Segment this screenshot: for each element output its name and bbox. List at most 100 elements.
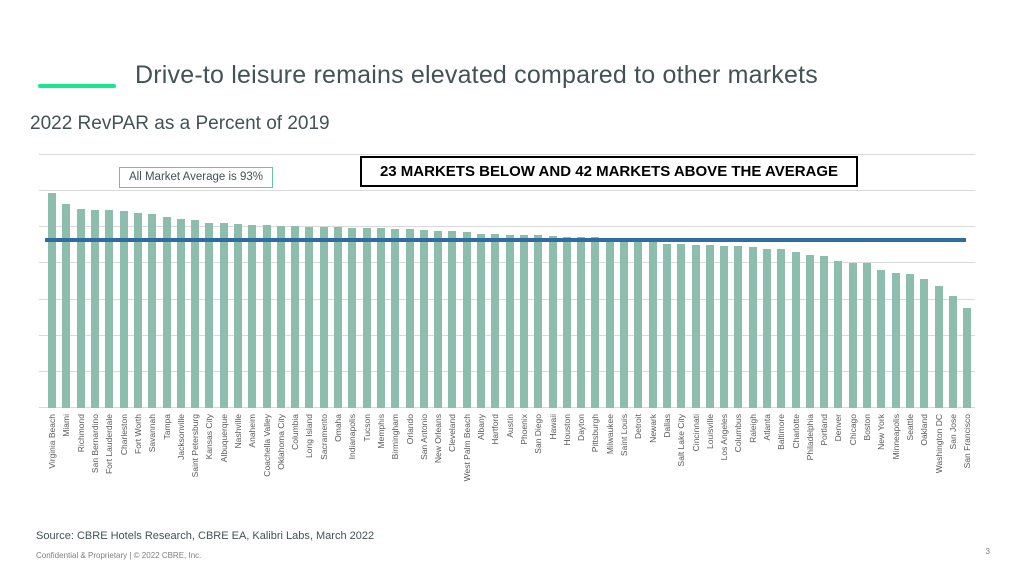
bar-cell: Oklahoma City	[274, 155, 288, 470]
x-axis-label-zone: Saint Louis	[617, 408, 631, 526]
bar	[505, 234, 514, 408]
bar	[519, 235, 528, 408]
x-axis-label-zone: New York	[874, 408, 888, 526]
x-axis-label: Saint Petersburg	[190, 414, 201, 478]
bar	[76, 209, 85, 408]
slide-title: Drive-to leisure remains elevated compar…	[135, 61, 818, 89]
bar-cell: Tampa	[159, 155, 173, 440]
bar	[648, 240, 657, 408]
x-axis-label: San Jose	[947, 414, 958, 450]
x-axis-label: Newark	[647, 414, 658, 443]
x-axis-label: Los Angeles	[719, 414, 730, 461]
bar-cell: Miami	[59, 155, 73, 437]
x-axis-label: San Antonio	[418, 414, 429, 460]
bar-cell: Omaha	[331, 155, 345, 442]
bar	[362, 228, 371, 408]
bar	[191, 220, 200, 408]
bar-cell: Portland	[817, 155, 831, 446]
bar-cell: Albuquerque	[217, 155, 231, 462]
x-axis-label-zone: Nashville	[231, 408, 245, 526]
x-axis-label: Miami	[61, 414, 72, 437]
bar-cell: Cincinnati	[688, 155, 702, 451]
bar-cell: Cleveland	[445, 155, 459, 452]
bar	[534, 235, 543, 408]
x-axis-label: Tampa	[161, 414, 172, 440]
bar	[734, 246, 743, 408]
x-axis-label-zone: Tampa	[159, 408, 173, 526]
bar	[376, 228, 385, 408]
bar	[462, 231, 471, 408]
bar-cell: West Palm Beach	[460, 155, 474, 481]
x-axis-label-zone: Fort Lauderdale	[102, 408, 116, 526]
x-axis-label: Baltimore	[776, 414, 787, 450]
bar-cell: Austin	[503, 155, 517, 438]
x-axis-label-zone: Miami	[59, 408, 73, 526]
chart-title: 2022 RevPAR as a Percent of 2019	[30, 113, 330, 134]
x-axis-label: Hartford	[490, 414, 501, 445]
bar-cell: Coachella Valley	[259, 155, 273, 477]
bar-cell: Kansas City	[202, 155, 216, 459]
x-axis-label: Fort Worth	[132, 414, 143, 454]
x-axis-label: Memphis	[375, 414, 386, 449]
bar	[491, 233, 500, 408]
x-axis-label-zone: Dayton	[574, 408, 588, 526]
x-axis-label-zone: Albany	[474, 408, 488, 526]
x-axis-label-zone: Seattle	[903, 408, 917, 526]
x-axis-label-zone: San Bernardino	[88, 408, 102, 526]
x-axis-label: San Bernardino	[90, 414, 101, 474]
x-axis-label-zone: Newark	[645, 408, 659, 526]
x-axis-label: Tucson	[361, 414, 372, 442]
x-axis-label-zone: Birmingham	[388, 408, 402, 526]
x-axis-label-zone: Austin	[503, 408, 517, 526]
bar-cell: New Orleans	[431, 155, 445, 463]
x-axis-label: Dallas	[661, 414, 672, 438]
bar	[91, 210, 100, 408]
bar	[834, 260, 843, 408]
x-axis-label-zone: Pittsburgh	[588, 408, 602, 526]
bar	[291, 226, 300, 408]
bar-cell: Seattle	[903, 155, 917, 440]
x-axis-label-zone: Chicago	[846, 408, 860, 526]
bar	[791, 251, 800, 408]
x-axis-label: Boston	[862, 414, 873, 441]
bar	[62, 203, 71, 408]
x-axis-label: Washington DC	[933, 414, 944, 474]
bar	[119, 211, 128, 408]
bar-cell: Memphis	[374, 155, 388, 448]
x-axis-label-zone: Omaha	[331, 408, 345, 526]
x-axis-label: Kansas City	[204, 414, 215, 460]
bar	[148, 213, 157, 408]
x-axis-label-zone: Kansas City	[202, 408, 216, 526]
x-axis-label: New York	[876, 414, 887, 450]
bar	[820, 256, 829, 408]
bar-cell: Dallas	[660, 155, 674, 438]
x-axis-label-zone: Detroit	[631, 408, 645, 526]
x-axis-label-zone: New Orleans	[431, 408, 445, 526]
x-axis-label-zone: Charleston	[116, 408, 130, 526]
bar-cell: Birmingham	[388, 155, 402, 459]
x-axis-label: Savannah	[147, 414, 158, 453]
bar	[963, 307, 972, 408]
bar-cell: Minneapolis	[889, 155, 903, 459]
x-axis-label: Portland	[819, 414, 830, 446]
bar	[705, 245, 714, 408]
bar-cell: Pittsburgh	[588, 155, 602, 452]
bar	[162, 217, 171, 408]
bar-cell: Albany	[474, 155, 488, 440]
bar	[605, 238, 614, 408]
bar-cell: Savannah	[145, 155, 159, 452]
x-axis-label-zone: Boston	[860, 408, 874, 526]
x-axis-label-zone: Milwaukee	[603, 408, 617, 526]
bar	[391, 229, 400, 408]
x-axis-label-zone: Salt Lake City	[674, 408, 688, 526]
bar	[448, 230, 457, 408]
x-axis-label-zone: Sacramento	[317, 408, 331, 526]
bar-cell: Columbus	[731, 155, 745, 452]
x-axis-label: Denver	[833, 414, 844, 442]
x-axis-label: Albuquerque	[218, 414, 229, 463]
bar	[934, 286, 943, 408]
x-axis-label: Orlando	[404, 414, 415, 445]
bar	[548, 236, 557, 408]
bar	[863, 263, 872, 408]
bar-cell: Jacksonville	[174, 155, 188, 460]
